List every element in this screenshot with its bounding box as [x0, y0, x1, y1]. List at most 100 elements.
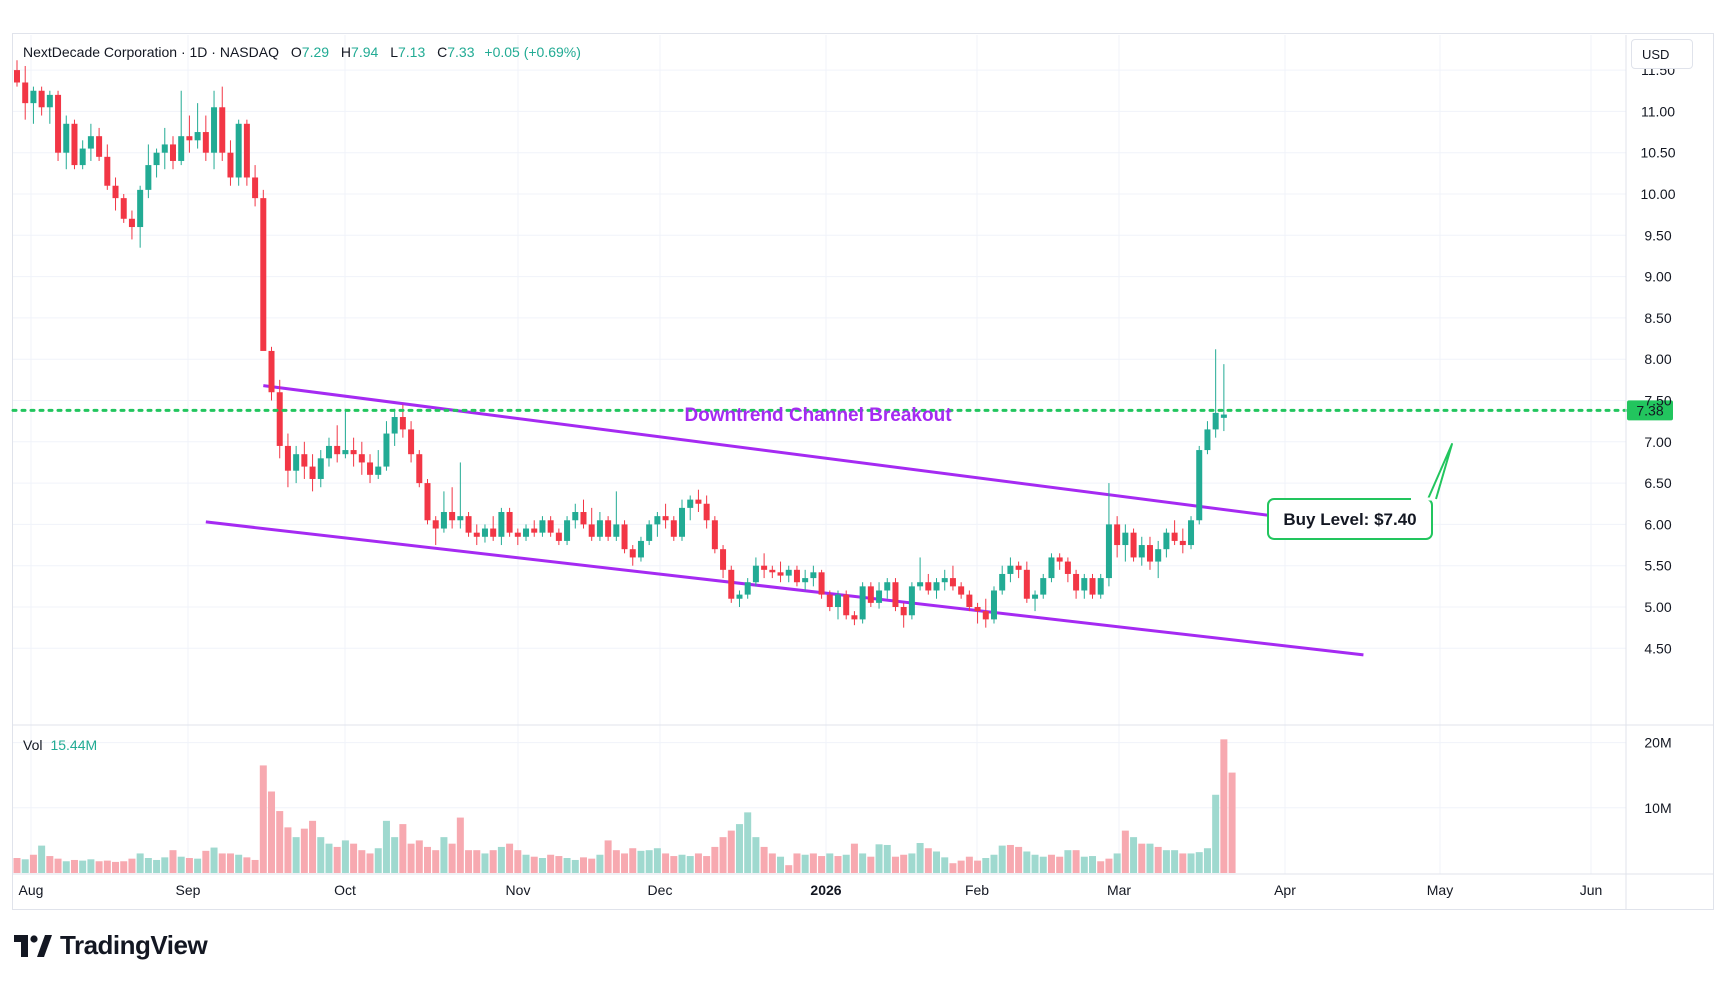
high-label: H	[340, 44, 352, 60]
candle-body	[202, 132, 209, 153]
candle-body	[1171, 532, 1178, 541]
price-tick-label: 7.50	[1644, 393, 1671, 409]
volume-label[interactable]: Vol	[23, 737, 43, 753]
candlestick	[178, 90, 185, 166]
volume-bar	[29, 854, 37, 873]
candle-body	[1007, 565, 1014, 574]
candle-body	[432, 520, 439, 529]
candle-body	[588, 524, 595, 537]
volume-bar	[1203, 848, 1211, 873]
volume-bar	[916, 843, 924, 873]
brand-logo[interactable]: TradingView	[14, 930, 208, 961]
volume-bar	[571, 859, 579, 873]
currency-button[interactable]: USD	[1631, 39, 1693, 69]
candlestick	[1130, 528, 1137, 562]
candle-body	[145, 165, 152, 190]
change-value: +0.05 (+0.69%)	[484, 44, 581, 60]
volume-bar	[333, 846, 341, 873]
candle-body	[1179, 540, 1186, 546]
candlestick	[514, 528, 521, 546]
price-tick-label: 5.00	[1644, 599, 1671, 615]
candlestick	[145, 144, 152, 199]
candle-body	[1023, 569, 1030, 599]
volume-bar	[382, 820, 390, 873]
candlestick	[867, 582, 874, 607]
volume-bar	[1138, 843, 1146, 873]
candlestick	[1097, 573, 1104, 599]
volume-bar	[1006, 844, 1014, 873]
candle-body	[46, 94, 53, 108]
candle-body	[473, 532, 480, 537]
candle-body	[826, 594, 833, 607]
candlestick	[252, 165, 259, 207]
volume-bar	[588, 858, 596, 873]
candle-body	[777, 572, 784, 576]
volume-bar	[1162, 850, 1170, 873]
price-tick-label: 8.50	[1644, 310, 1671, 326]
volume-bar	[13, 858, 21, 873]
candle-body	[703, 503, 710, 521]
volume-bar	[194, 858, 202, 873]
volume-bar	[629, 848, 637, 873]
candle-body	[1204, 429, 1211, 451]
candlestick	[309, 454, 316, 492]
candlestick	[1048, 553, 1055, 583]
price-tick-label: 4.50	[1644, 640, 1671, 656]
time-tick-label: Feb	[965, 882, 989, 898]
candlestick	[325, 437, 332, 467]
volume-bar	[399, 824, 407, 873]
candlestick	[990, 586, 997, 624]
volume-bar	[38, 845, 46, 873]
candle-body	[785, 569, 792, 576]
candle-body	[104, 156, 111, 186]
candlestick	[1122, 524, 1129, 562]
candle-body	[613, 524, 620, 537]
candlestick	[268, 346, 275, 401]
candlestick	[465, 512, 472, 537]
grid-lines	[13, 35, 1626, 874]
candlestick	[596, 512, 603, 541]
volume-bar	[1097, 861, 1105, 873]
time-tick-label: Sep	[176, 882, 201, 898]
volume-bar	[284, 827, 292, 873]
candlestick	[621, 520, 628, 554]
candle-body	[728, 569, 735, 599]
volume-bar	[185, 858, 193, 873]
candlestick	[531, 520, 538, 537]
symbol-title[interactable]: NextDecade Corporation · 1D · NASDAQ	[23, 44, 279, 60]
volume-bar	[555, 856, 563, 873]
candle-body	[990, 590, 997, 620]
candle-body	[128, 218, 135, 228]
candle-body	[679, 507, 686, 537]
volume-bar	[711, 846, 719, 873]
candle-body	[851, 615, 858, 620]
volume-bar	[933, 851, 941, 873]
candlestick	[358, 441, 365, 475]
volume-bar	[801, 854, 809, 873]
volume-bar	[965, 856, 973, 873]
volume-bar	[883, 844, 891, 873]
candlestick	[564, 516, 571, 546]
volume-bar	[1064, 850, 1072, 873]
close-value: 7.33	[447, 44, 475, 60]
volume-bar	[54, 858, 62, 873]
candlestick	[629, 545, 636, 566]
candlestick	[802, 569, 809, 591]
candlestick	[1064, 557, 1071, 583]
high-value: 7.94	[351, 44, 379, 60]
candlestick	[137, 185, 144, 248]
candlestick	[917, 557, 924, 591]
volume-bar	[514, 850, 522, 873]
candlestick	[440, 491, 447, 533]
candle-body	[1138, 545, 1145, 558]
candlestick	[260, 189, 267, 351]
time-tick-label: 2026	[810, 882, 841, 898]
candle-body	[900, 607, 907, 616]
volume-bar	[489, 850, 497, 873]
volume-bar	[891, 856, 899, 873]
candle-body	[1212, 412, 1219, 430]
volume-bar	[842, 854, 850, 873]
price-tick-label: 6.50	[1644, 475, 1671, 491]
volume-bar	[809, 853, 817, 873]
